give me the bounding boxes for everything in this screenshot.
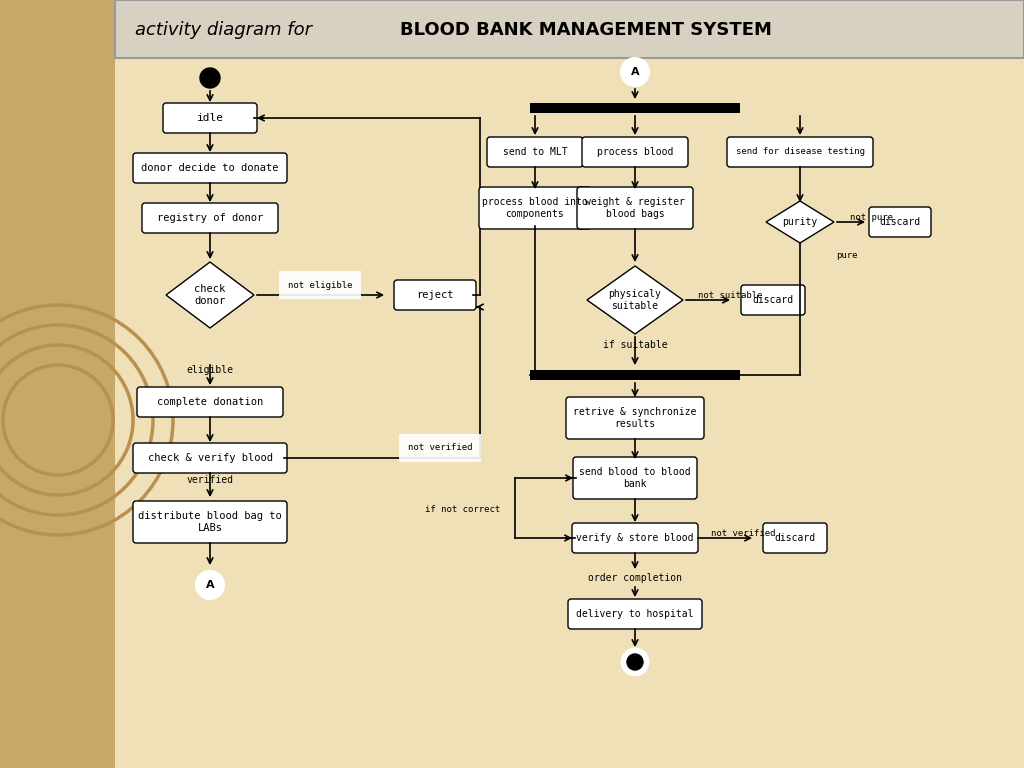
Polygon shape <box>587 266 683 334</box>
Text: registry of donor: registry of donor <box>157 213 263 223</box>
Text: distribute blood bag to
LABs: distribute blood bag to LABs <box>138 511 282 533</box>
FancyBboxPatch shape <box>763 523 827 553</box>
Text: send for disease testing: send for disease testing <box>735 147 864 157</box>
Circle shape <box>622 649 648 675</box>
Circle shape <box>627 654 643 670</box>
Text: not suitable: not suitable <box>698 292 763 300</box>
Text: activity diagram for: activity diagram for <box>135 21 317 39</box>
Text: reject: reject <box>416 290 454 300</box>
FancyBboxPatch shape <box>142 203 278 233</box>
Text: order completion: order completion <box>588 573 682 583</box>
FancyBboxPatch shape <box>577 187 693 229</box>
Text: verified: verified <box>186 475 233 485</box>
FancyBboxPatch shape <box>530 103 740 113</box>
FancyBboxPatch shape <box>133 153 287 183</box>
Text: not verified: not verified <box>408 443 472 452</box>
FancyBboxPatch shape <box>566 397 705 439</box>
Text: BLOOD BANK MANAGEMENT SYSTEM: BLOOD BANK MANAGEMENT SYSTEM <box>400 21 772 39</box>
Text: send to MLT: send to MLT <box>503 147 567 157</box>
Text: discard: discard <box>753 295 794 305</box>
FancyBboxPatch shape <box>487 137 583 167</box>
FancyBboxPatch shape <box>163 103 257 133</box>
Text: process blood: process blood <box>597 147 673 157</box>
Text: A: A <box>206 580 214 590</box>
Text: complete donation: complete donation <box>157 397 263 407</box>
Text: verify & store blood: verify & store blood <box>577 533 693 543</box>
FancyBboxPatch shape <box>133 443 287 473</box>
Text: donor decide to donate: donor decide to donate <box>141 163 279 173</box>
Text: A: A <box>631 67 639 77</box>
Text: if not correct: if not correct <box>425 505 500 515</box>
FancyBboxPatch shape <box>568 599 702 629</box>
Text: weight & register
blood bags: weight & register blood bags <box>585 197 685 219</box>
FancyBboxPatch shape <box>741 285 805 315</box>
Text: if suitable: if suitable <box>603 340 668 350</box>
Text: not eligible: not eligible <box>288 280 352 290</box>
Text: purity: purity <box>782 217 817 227</box>
FancyBboxPatch shape <box>115 0 1024 58</box>
Text: delivery to hospital: delivery to hospital <box>577 609 693 619</box>
FancyBboxPatch shape <box>137 387 283 417</box>
Polygon shape <box>766 201 834 243</box>
FancyBboxPatch shape <box>530 370 740 380</box>
FancyBboxPatch shape <box>582 137 688 167</box>
FancyBboxPatch shape <box>572 523 698 553</box>
Text: physicaly
suitable: physicaly suitable <box>608 290 662 311</box>
Text: discard: discard <box>880 217 921 227</box>
Text: discard: discard <box>774 533 815 543</box>
Text: not pure: not pure <box>850 214 893 223</box>
Text: send blood to blood
bank: send blood to blood bank <box>580 467 691 488</box>
Circle shape <box>196 571 224 599</box>
Text: check
donor: check donor <box>195 284 225 306</box>
Text: check & verify blood: check & verify blood <box>147 453 272 463</box>
FancyBboxPatch shape <box>394 280 476 310</box>
FancyBboxPatch shape <box>869 207 931 237</box>
Polygon shape <box>166 262 254 328</box>
Text: eligible: eligible <box>186 365 233 375</box>
Text: not verified: not verified <box>711 529 775 538</box>
Text: retrive & synchronize
results: retrive & synchronize results <box>573 407 696 429</box>
FancyBboxPatch shape <box>133 501 287 543</box>
Circle shape <box>621 58 649 86</box>
Text: idle: idle <box>197 113 223 123</box>
FancyBboxPatch shape <box>0 0 115 768</box>
Circle shape <box>200 68 220 88</box>
FancyBboxPatch shape <box>573 457 697 499</box>
Text: process blood into
components: process blood into components <box>482 197 588 219</box>
FancyBboxPatch shape <box>727 137 873 167</box>
FancyBboxPatch shape <box>479 187 591 229</box>
Text: pure: pure <box>836 250 857 260</box>
